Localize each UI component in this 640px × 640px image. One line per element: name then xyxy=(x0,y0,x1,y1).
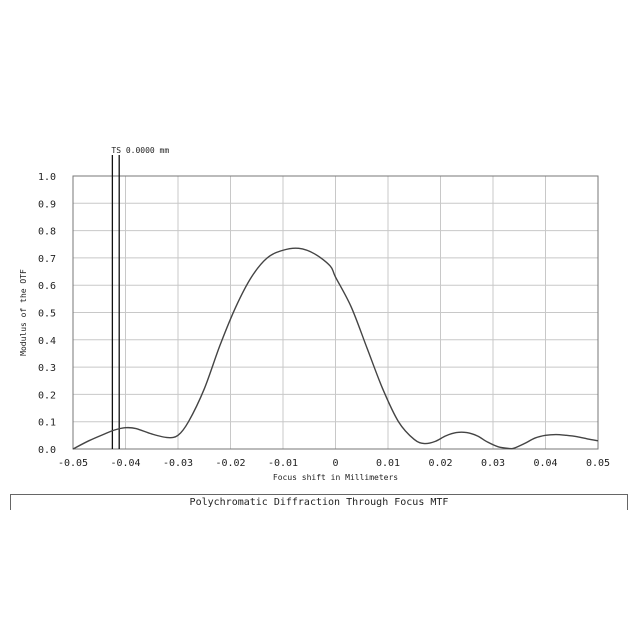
y-tick-label: 0.0 xyxy=(38,445,56,456)
y-tick-label: 0.8 xyxy=(38,227,56,238)
x-tick-label: -0.01 xyxy=(268,458,298,469)
x-tick-label: -0.03 xyxy=(163,458,193,469)
y-tick-label: 0.2 xyxy=(38,390,56,401)
marker-label: TS 0.0000 mm xyxy=(111,146,169,155)
y-tick-label: 0.9 xyxy=(38,199,56,210)
x-tick-labels: -0.05 -0.04 -0.03 -0.02 -0.01 0 0.01 0.02 0.03 0.… xyxy=(58,458,610,469)
y-tick-labels: 0.0 0.1 0.2 0.3 0.4 0.5 0.6 0.7 0.8 0.9 1.0 xyxy=(38,172,56,456)
y-tick-label: 0.7 xyxy=(38,254,56,265)
y-tick-label: 0.3 xyxy=(38,363,56,374)
grid xyxy=(73,176,598,449)
chart-footer-title: Polychromatic Diffraction Through Focus … xyxy=(10,494,628,510)
y-tick-label: 1.0 xyxy=(38,172,56,183)
x-axis-label: Focus shift in Millimeters xyxy=(273,473,398,482)
y-tick-label: 0.6 xyxy=(38,281,56,292)
x-tick-label: 0.03 xyxy=(481,458,505,469)
x-tick-label: 0.01 xyxy=(376,458,400,469)
mtf-chart: -0.05 -0.04 -0.03 -0.02 -0.01 0 0.01 0.02 0.03 0.… xyxy=(0,0,640,490)
y-tick-label: 0.5 xyxy=(38,309,56,320)
x-tick-label: 0.02 xyxy=(428,458,452,469)
focus-markers xyxy=(112,155,119,449)
y-tick-label: 0.4 xyxy=(38,336,56,347)
x-tick-label: -0.04 xyxy=(110,458,140,469)
x-tick-label: 0.05 xyxy=(586,458,610,469)
y-tick-label: 0.1 xyxy=(38,418,56,429)
x-tick-label: -0.02 xyxy=(215,458,245,469)
x-tick-label: 0 xyxy=(332,458,338,469)
x-tick-label: -0.05 xyxy=(58,458,88,469)
y-axis-label: Modulus of the OTF xyxy=(19,269,28,356)
x-tick-label: 0.04 xyxy=(533,458,557,469)
